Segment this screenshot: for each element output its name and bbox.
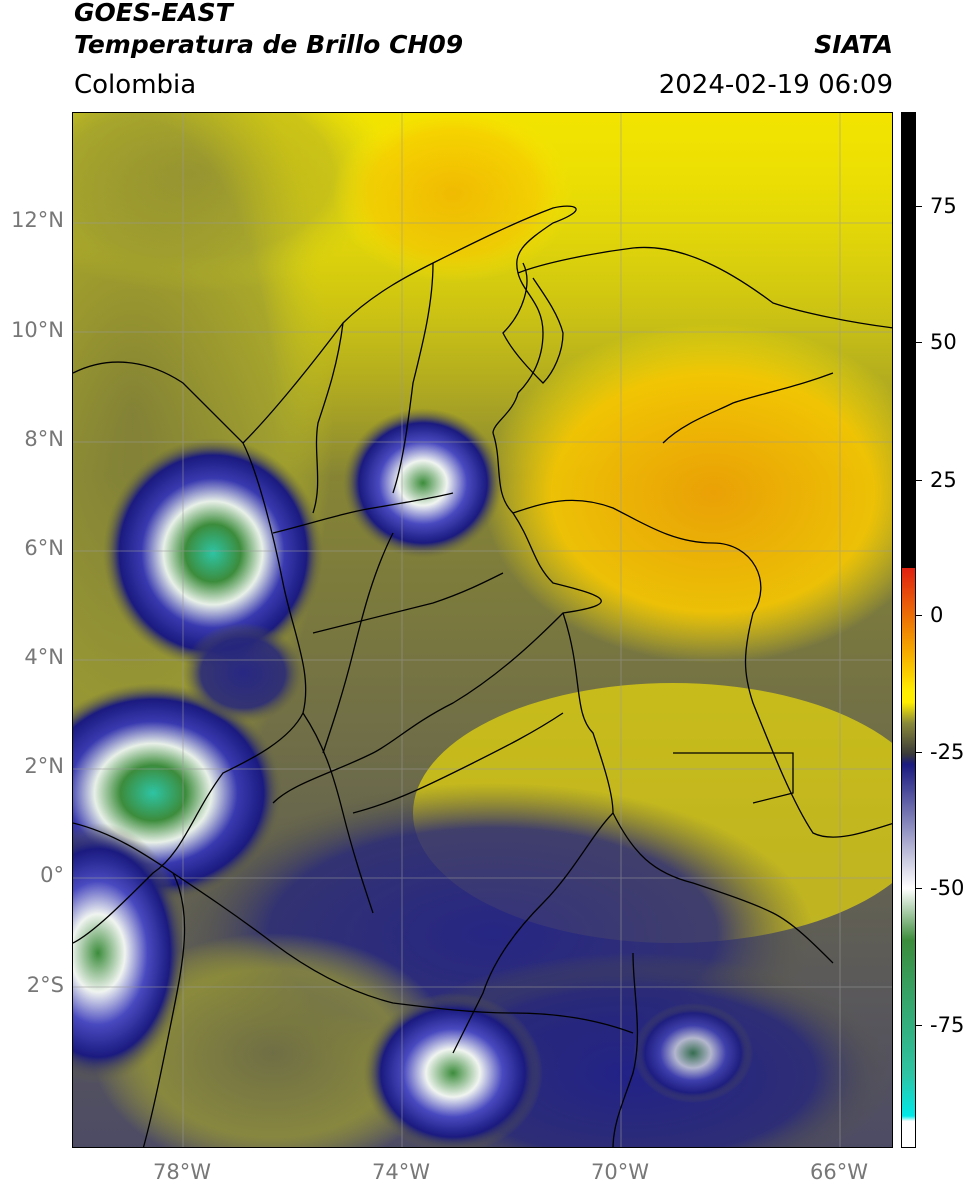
lon-label: 70°W bbox=[591, 1160, 649, 1184]
lat-label: 2°S bbox=[26, 973, 64, 997]
colorbar-label: -25 bbox=[930, 740, 965, 764]
region-label: Colombia bbox=[74, 70, 197, 100]
colorbar-label: 25 bbox=[930, 468, 957, 492]
lat-label: 10°N bbox=[11, 318, 64, 342]
colorbar-tick bbox=[916, 480, 922, 481]
lon-label: 74°W bbox=[372, 1160, 430, 1184]
colorbar-label: 75 bbox=[930, 194, 957, 218]
source-label: SIATA bbox=[814, 30, 893, 59]
satellite-title: GOES-EAST bbox=[74, 0, 233, 27]
lat-label: 6°N bbox=[24, 536, 64, 560]
colorbar bbox=[901, 112, 916, 1148]
colorbar-tick bbox=[916, 888, 922, 889]
lat-label: 4°N bbox=[24, 645, 64, 669]
colorbar-label: 50 bbox=[930, 330, 957, 354]
colorbar-label: 0 bbox=[930, 603, 944, 627]
product-title: Temperatura de Brillo CH09 bbox=[74, 30, 464, 59]
colorbar-tick bbox=[916, 1025, 922, 1026]
brightness-temperature-field bbox=[73, 113, 892, 1147]
colorbar-label: -50 bbox=[930, 876, 965, 900]
colorbar-tick bbox=[916, 752, 922, 753]
lat-label: 12°N bbox=[11, 208, 64, 232]
country-borders bbox=[73, 205, 892, 1147]
datetime-label: 2024-02-19 06:09 bbox=[658, 70, 893, 100]
satellite-map[interactable] bbox=[72, 112, 893, 1148]
graticule bbox=[73, 113, 892, 1147]
colorbar-tick bbox=[916, 615, 922, 616]
lat-label: 0° bbox=[40, 863, 64, 887]
colorbar-tick bbox=[916, 342, 922, 343]
lat-label: 8°N bbox=[24, 427, 64, 451]
colorbar-label: -75 bbox=[930, 1013, 965, 1037]
lat-label: 2°N bbox=[24, 754, 64, 778]
lon-label: 66°W bbox=[810, 1160, 868, 1184]
colorbar-tick bbox=[916, 206, 922, 207]
lon-label: 78°W bbox=[153, 1160, 211, 1184]
